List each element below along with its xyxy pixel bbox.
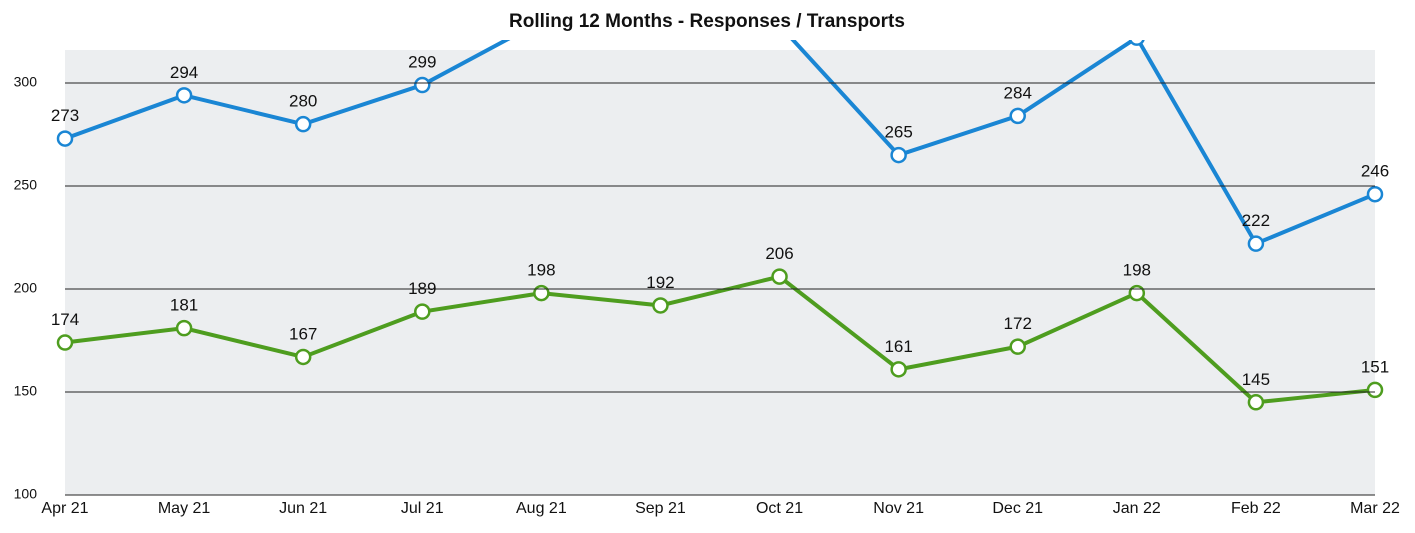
plot-background [65,50,1375,495]
series-line [64,40,1376,247]
plot [56,0,1384,411]
y-tick-label: 150 [14,383,38,399]
data-label: 198 [527,261,555,280]
data-label: 280 [289,92,317,111]
data-label: 172 [1004,314,1032,333]
x-tick-label: Oct 21 [756,500,803,517]
data-point [414,303,431,320]
data-point [1128,40,1145,46]
x-tick-label: Apr 21 [41,500,88,517]
data-point [771,268,788,285]
data-label: 192 [646,273,674,292]
data-label: 284 [1004,83,1032,102]
y-tick-label: 200 [14,280,38,296]
data-label: 222 [1242,211,1270,230]
data-point [175,319,193,337]
data-point [1247,235,1265,252]
data-point [1247,394,1265,411]
y-tick-label: 300 [14,74,38,90]
data-point [1009,338,1026,355]
x-tick-label: Nov 21 [873,500,924,517]
data-label: 189 [408,279,436,298]
data-point [414,76,431,94]
data-point [1009,107,1026,125]
data-label: 246 [1361,162,1389,181]
series-line [64,274,1376,405]
data-point [175,87,193,104]
x-tick-label: Jun 21 [279,500,327,517]
data-label: 167 [289,324,317,343]
data-label: 299 [408,53,436,72]
data-point [294,115,312,133]
data-label: 265 [884,123,912,142]
data-point [294,348,312,366]
y-tick-label: 250 [14,177,38,193]
data-point [1366,185,1384,203]
data-label: 151 [1361,357,1389,376]
data-point [56,130,74,147]
x-tick-label: Feb 22 [1231,500,1281,517]
data-point [890,361,907,378]
x-tick-label: Mar 22 [1350,500,1400,517]
data-point [533,284,550,302]
data-label: 294 [170,63,198,82]
chart-title: Rolling 12 Months - Responses / Transpor… [509,11,905,32]
data-label: 206 [765,244,793,263]
data-point [1366,381,1384,399]
data-label: 161 [884,337,912,356]
x-tick-label: Dec 21 [992,500,1043,517]
data-point [1128,284,1146,302]
data-label: 145 [1242,370,1270,389]
x-tick-label: Jul 21 [401,500,444,517]
data-label: 198 [1123,261,1151,280]
data-label: 181 [170,296,198,315]
data-point [890,146,907,164]
data-point [56,334,74,351]
x-tick-label: May 21 [158,500,211,517]
y-tick-label: 100 [14,486,38,502]
x-tick-label: Jan 22 [1113,500,1161,517]
data-label: 273 [51,106,79,125]
data-point [652,297,669,314]
data-point [653,0,667,8]
x-tick-label: Sep 21 [635,500,686,517]
x-tick-label: Aug 21 [516,500,567,517]
data-label: 174 [51,310,79,329]
